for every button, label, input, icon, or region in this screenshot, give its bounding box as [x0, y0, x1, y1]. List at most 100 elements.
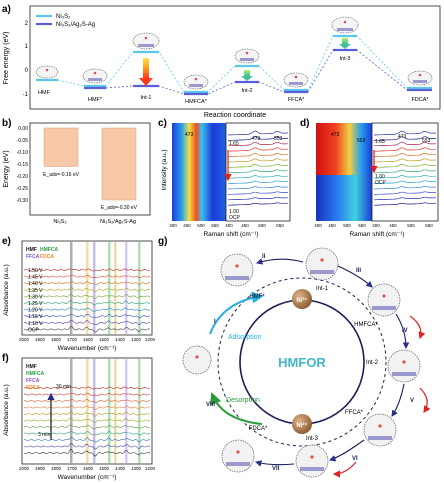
panel-g: g) HMFOR Ni³⁺ Ni²⁺ Adsorption Desorption [158, 236, 431, 478]
panel-e: e) Absorbance (a.u.) HMF HMFCA FFCA FDCA… [2, 236, 156, 352]
outer-ring [217, 277, 387, 447]
xtick-d-5: 450 [389, 223, 397, 228]
xtick-e-2: 1800 [51, 337, 62, 342]
xtick-c-7: 550 [276, 223, 284, 228]
xtick-c-5: 450 [241, 223, 249, 228]
potential-label: 1.35 V [28, 288, 43, 294]
panel-d: d) 473 553 473 553 1.65 1.00 OCP 400 450… [300, 118, 439, 238]
panel-e-legend: HMF HMFCA FFCA FDCA [26, 247, 58, 260]
raman-heatmap-d-top [316, 123, 372, 175]
raman-trace [228, 158, 288, 163]
raman-trace [374, 180, 436, 184]
time-bottom: 3 min [38, 432, 50, 438]
ytick-b-2: -0.10 [17, 150, 29, 156]
ir-trace [23, 404, 151, 410]
panel-c-letter: c) [158, 118, 167, 129]
ytick-a-0: 2 [25, 21, 29, 27]
potential-label: OCP [28, 327, 40, 333]
ir-band [138, 359, 141, 463]
panel-f-ylabel: Absorbance (a.u.) [3, 384, 10, 436]
ir-trace [23, 307, 151, 312]
panel-f: f) Absorbance (a.u.) HMF HMFCA FFCA FDCA… [2, 353, 156, 481]
xtick-e-0: 2000 [19, 337, 30, 342]
xtick-f-7: 1300 [131, 466, 142, 471]
potential-label: 1.45 V [28, 275, 43, 281]
xtick-f-8: 1200 [145, 466, 156, 471]
step-8: VIII [206, 402, 215, 408]
panel-f-xticks: 2000 1900 1800 1700 1600 1500 1400 1300 … [19, 466, 156, 471]
desorption-label: Desorption [226, 397, 260, 404]
arrow-int3 [342, 38, 348, 44]
raman-heatmap-c [172, 123, 226, 221]
potential-d-top: 1.65 [375, 139, 385, 145]
ir-trace [23, 268, 151, 272]
xtick-e-7: 1300 [131, 337, 142, 342]
xtick-c-0: 400 [169, 223, 177, 228]
ir-band [108, 242, 111, 334]
xtick-d-4: 400 [372, 223, 380, 228]
panel-g-steps: I II III IV V VI VII VIII [206, 254, 414, 472]
ytick-b-1: -0.05 [17, 138, 29, 144]
panel-e-letter: e) [2, 236, 11, 247]
raman-trace [228, 141, 288, 147]
xtick-c-2: 500 [197, 223, 205, 228]
xtick-e-1: 1900 [35, 337, 46, 342]
panel-c: c) Intensity (a.u.) 473 473 553 1.65 1.0… [158, 118, 291, 238]
ir-band [93, 242, 96, 334]
ni3-label: Ni³⁺ [296, 297, 307, 304]
ni2-ball [292, 414, 312, 434]
panel-f-legend: HMF HMFCA FFCA FDCA [26, 364, 44, 391]
state-int2: Int-2 [241, 88, 252, 94]
raman-trace [374, 136, 436, 141]
xtick-f-6: 1400 [115, 466, 126, 471]
panel-g-node-labels: HMF* Int-1 HMFCA* Int-2 FFCA* Int-3 FDCA… [249, 286, 379, 442]
potential-c-top: 1.65 [229, 141, 239, 147]
panel-d-xticks: 400 450 500 550 400 450 500 550 [314, 223, 433, 228]
xtick-c-4: 400 [225, 223, 233, 228]
ytick-a-2: 0 [25, 68, 29, 74]
raman-trace [374, 169, 436, 174]
ir-band [86, 242, 89, 334]
bubble-atoms [195, 258, 406, 459]
state-fdca: FDCA* [411, 97, 429, 103]
raman-trace [228, 191, 288, 195]
raman-trace [228, 152, 288, 157]
surface-strips [225, 270, 416, 471]
raman-trace [228, 147, 288, 152]
ytick-b-6: -0.30 [17, 198, 29, 204]
cat-composite: Ni₃S₂/Ag₂S-Ag [100, 219, 136, 225]
panel-c-xticks: 400 450 500 550 400 450 500 550 [169, 223, 284, 228]
raman-trace [374, 191, 436, 195]
potential-label: 1.30 V [28, 294, 43, 300]
desorption-arrow [209, 392, 263, 425]
ir-trace [23, 424, 151, 430]
ni2-label: Ni²⁺ [296, 422, 307, 429]
xtick-f-1: 1900 [35, 466, 46, 471]
legend-f-ffca: FFCA [26, 378, 40, 384]
xtick-c-3: 550 [211, 223, 219, 228]
ir-trace [23, 411, 151, 417]
panel-f-xlabel: Wavenumber (cm⁻¹) [58, 474, 117, 481]
ir-band [114, 359, 117, 463]
xtick-d-2: 500 [343, 223, 351, 228]
node-int3: Int-3 [306, 436, 319, 442]
raman-trace [228, 136, 288, 141]
panel-e-xlabel: Wavenumber (cm⁻¹) [58, 345, 117, 352]
raman-trace [374, 163, 436, 168]
state-int1: Int-1 [140, 95, 151, 101]
potential-label: 1.50 V [28, 268, 43, 274]
panel-b-letter: b) [2, 118, 11, 129]
ytick-b-0: 0.00 [18, 126, 28, 132]
ir-trace [23, 386, 151, 390]
step-7: VII [272, 466, 280, 472]
oh-arrows [332, 315, 431, 478]
ir-trace [23, 325, 151, 333]
xtick-f-2: 1800 [51, 466, 62, 471]
legend-f-hmf: HMF [26, 364, 37, 370]
ir-band [138, 242, 141, 334]
panel-d-xlabel: Raman shift (cm⁻¹) [349, 231, 404, 238]
ytick-b-4: -0.20 [17, 174, 29, 180]
ir-trace [23, 442, 151, 450]
xtick-d-1: 450 [328, 223, 336, 228]
panel-a-yticks: 2 1 0 -1 [23, 21, 29, 98]
